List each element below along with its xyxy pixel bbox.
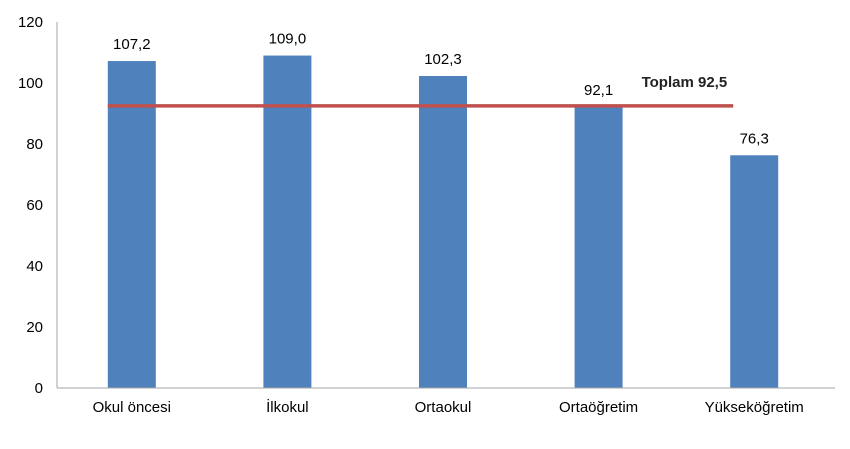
- bars: [107, 55, 779, 389]
- x-axis-categories: Okul öncesi İlkokul Ortaokul Ortaöğretim Yük…: [93, 398, 804, 416]
- x-category-label: İlkokul: [266, 398, 309, 416]
- y-tick-label: 40: [26, 258, 43, 275]
- data-label: 102,3: [424, 51, 462, 68]
- data-label: 109,0: [269, 31, 307, 48]
- y-tick-label: 0: [35, 380, 43, 397]
- bar: [419, 75, 467, 389]
- y-tick-label: 80: [26, 136, 43, 153]
- x-category-label: Okul öncesi: [93, 399, 171, 416]
- data-label: 107,2: [113, 36, 151, 53]
- x-category-label: Ortaöğretim: [559, 399, 638, 416]
- bar: [574, 107, 623, 388]
- data-label: 76,3: [740, 130, 769, 147]
- y-tick-label: 100: [18, 75, 43, 92]
- bar: [107, 61, 156, 388]
- bar: [263, 55, 312, 389]
- data-label: 92,1: [584, 82, 613, 99]
- y-axis-ticks: 0 20 40 60 80 100 120: [18, 14, 43, 397]
- x-category-label: Ortaokul: [415, 399, 472, 416]
- data-labels: 107,2 109,0 102,3 92,1 76,3: [113, 31, 769, 148]
- total-reference-label: Toplam 92,5: [642, 74, 728, 91]
- y-tick-label: 120: [18, 14, 43, 31]
- y-tick-label: 60: [26, 197, 43, 214]
- y-tick-label: 20: [26, 319, 43, 336]
- x-category-label: Yükseköğretim: [705, 399, 804, 416]
- bar: [730, 155, 779, 388]
